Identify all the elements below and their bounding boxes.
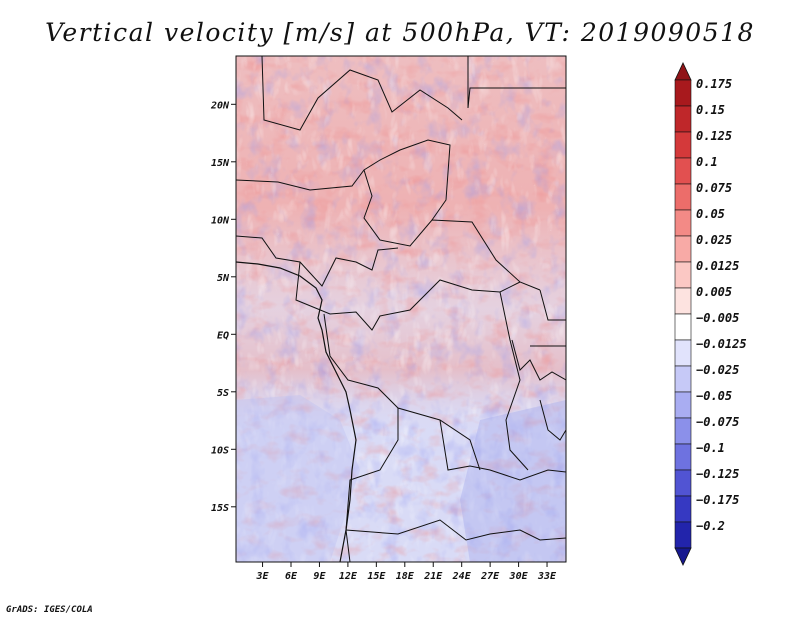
colorbar-swatch [674,261,692,289]
x-tick-label: 27E [480,571,500,582]
colorbar-swatch [674,157,692,185]
x-tick-label: 3E [256,571,270,582]
y-tick-label: EQ [217,330,229,341]
x-tick-label: 15E [367,571,386,582]
y-axis: 20N 15N 10N 5N EQ 5S 10S 15S [210,100,236,514]
colorbar-label: 0.1 [696,155,718,169]
colorbar-label: 0.175 [696,77,732,91]
x-axis: 3E 6E 9E 12E 15E 18E 21E 24E 27E 30E 33E [256,562,557,582]
colorbar-swatch [674,469,692,497]
colorbar: 0.175 0.15 0.125 0.1 0.075 0.05 0.025 0.0125 0.0… [674,62,747,566]
colorbar-swatch [674,235,692,263]
colorbar-label: 0.125 [696,129,732,143]
colorbar-swatch [674,287,692,315]
x-tick-label: 12E [339,571,358,582]
x-tick-label: 6E [285,571,298,582]
colorbar-swatch [674,313,692,341]
colorbar-swatch [674,105,692,133]
x-tick-label: 30E [509,571,529,582]
colorbar-top-cap [674,62,692,81]
colorbar-label: 0.0125 [696,259,739,273]
colorbar-label: 0.15 [696,103,725,117]
colorbar-label: −0.125 [696,467,739,481]
colorbar-swatch [674,417,692,445]
colorbar-swatch [674,391,692,419]
colorbar-label: −0.075 [696,415,739,429]
colorbar-swatch [674,443,692,471]
grads-credit: GrADS: IGES/COLA [6,605,93,615]
colorbar-swatch [674,131,692,159]
y-tick-label: 10S [211,445,229,456]
colorbar-bottom-cap [674,547,692,566]
colorbar-label: −0.0125 [696,337,747,351]
y-tick-label: 5N [217,273,230,284]
colorbar-label: 0.075 [696,181,732,195]
x-tick-label: 21E [423,571,443,582]
y-tick-label: 5S [217,388,229,399]
colorbar-swatch [674,495,692,523]
colorbar-label: −0.1 [696,441,725,455]
chart-title: Vertical velocity [m/s] at 500hPa, VT: 2… [45,18,755,47]
x-tick-label: 33E [537,571,557,582]
y-tick-label: 20N [210,100,230,111]
colorbar-label: −0.2 [696,519,725,533]
colorbar-swatch [674,183,692,211]
y-tick-label: 15N [211,158,230,169]
colorbar-swatch [674,79,692,107]
colorbar-label: 0.005 [696,285,732,299]
coastline [236,261,357,562]
colorbar-label: 0.025 [696,233,732,247]
x-tick-label: 24E [452,571,472,582]
map-frame [235,55,567,563]
x-tick-label: 18E [396,571,415,582]
country-borders [236,56,566,562]
map-field [236,56,566,562]
colorbar-label: −0.025 [696,363,739,377]
colorbar-label: 0.05 [696,207,725,221]
colorbar-swatch [674,339,692,367]
y-tick-label: 15S [211,503,229,514]
colorbar-label: −0.005 [696,311,739,325]
colorbar-swatch [674,209,692,237]
colorbar-label: −0.05 [696,389,732,403]
x-tick-label: 9E [313,571,326,582]
colorbar-swatch [674,521,692,549]
colorbar-swatch [674,365,692,393]
colorbar-label: −0.175 [696,493,739,507]
y-tick-label: 10N [211,215,230,226]
